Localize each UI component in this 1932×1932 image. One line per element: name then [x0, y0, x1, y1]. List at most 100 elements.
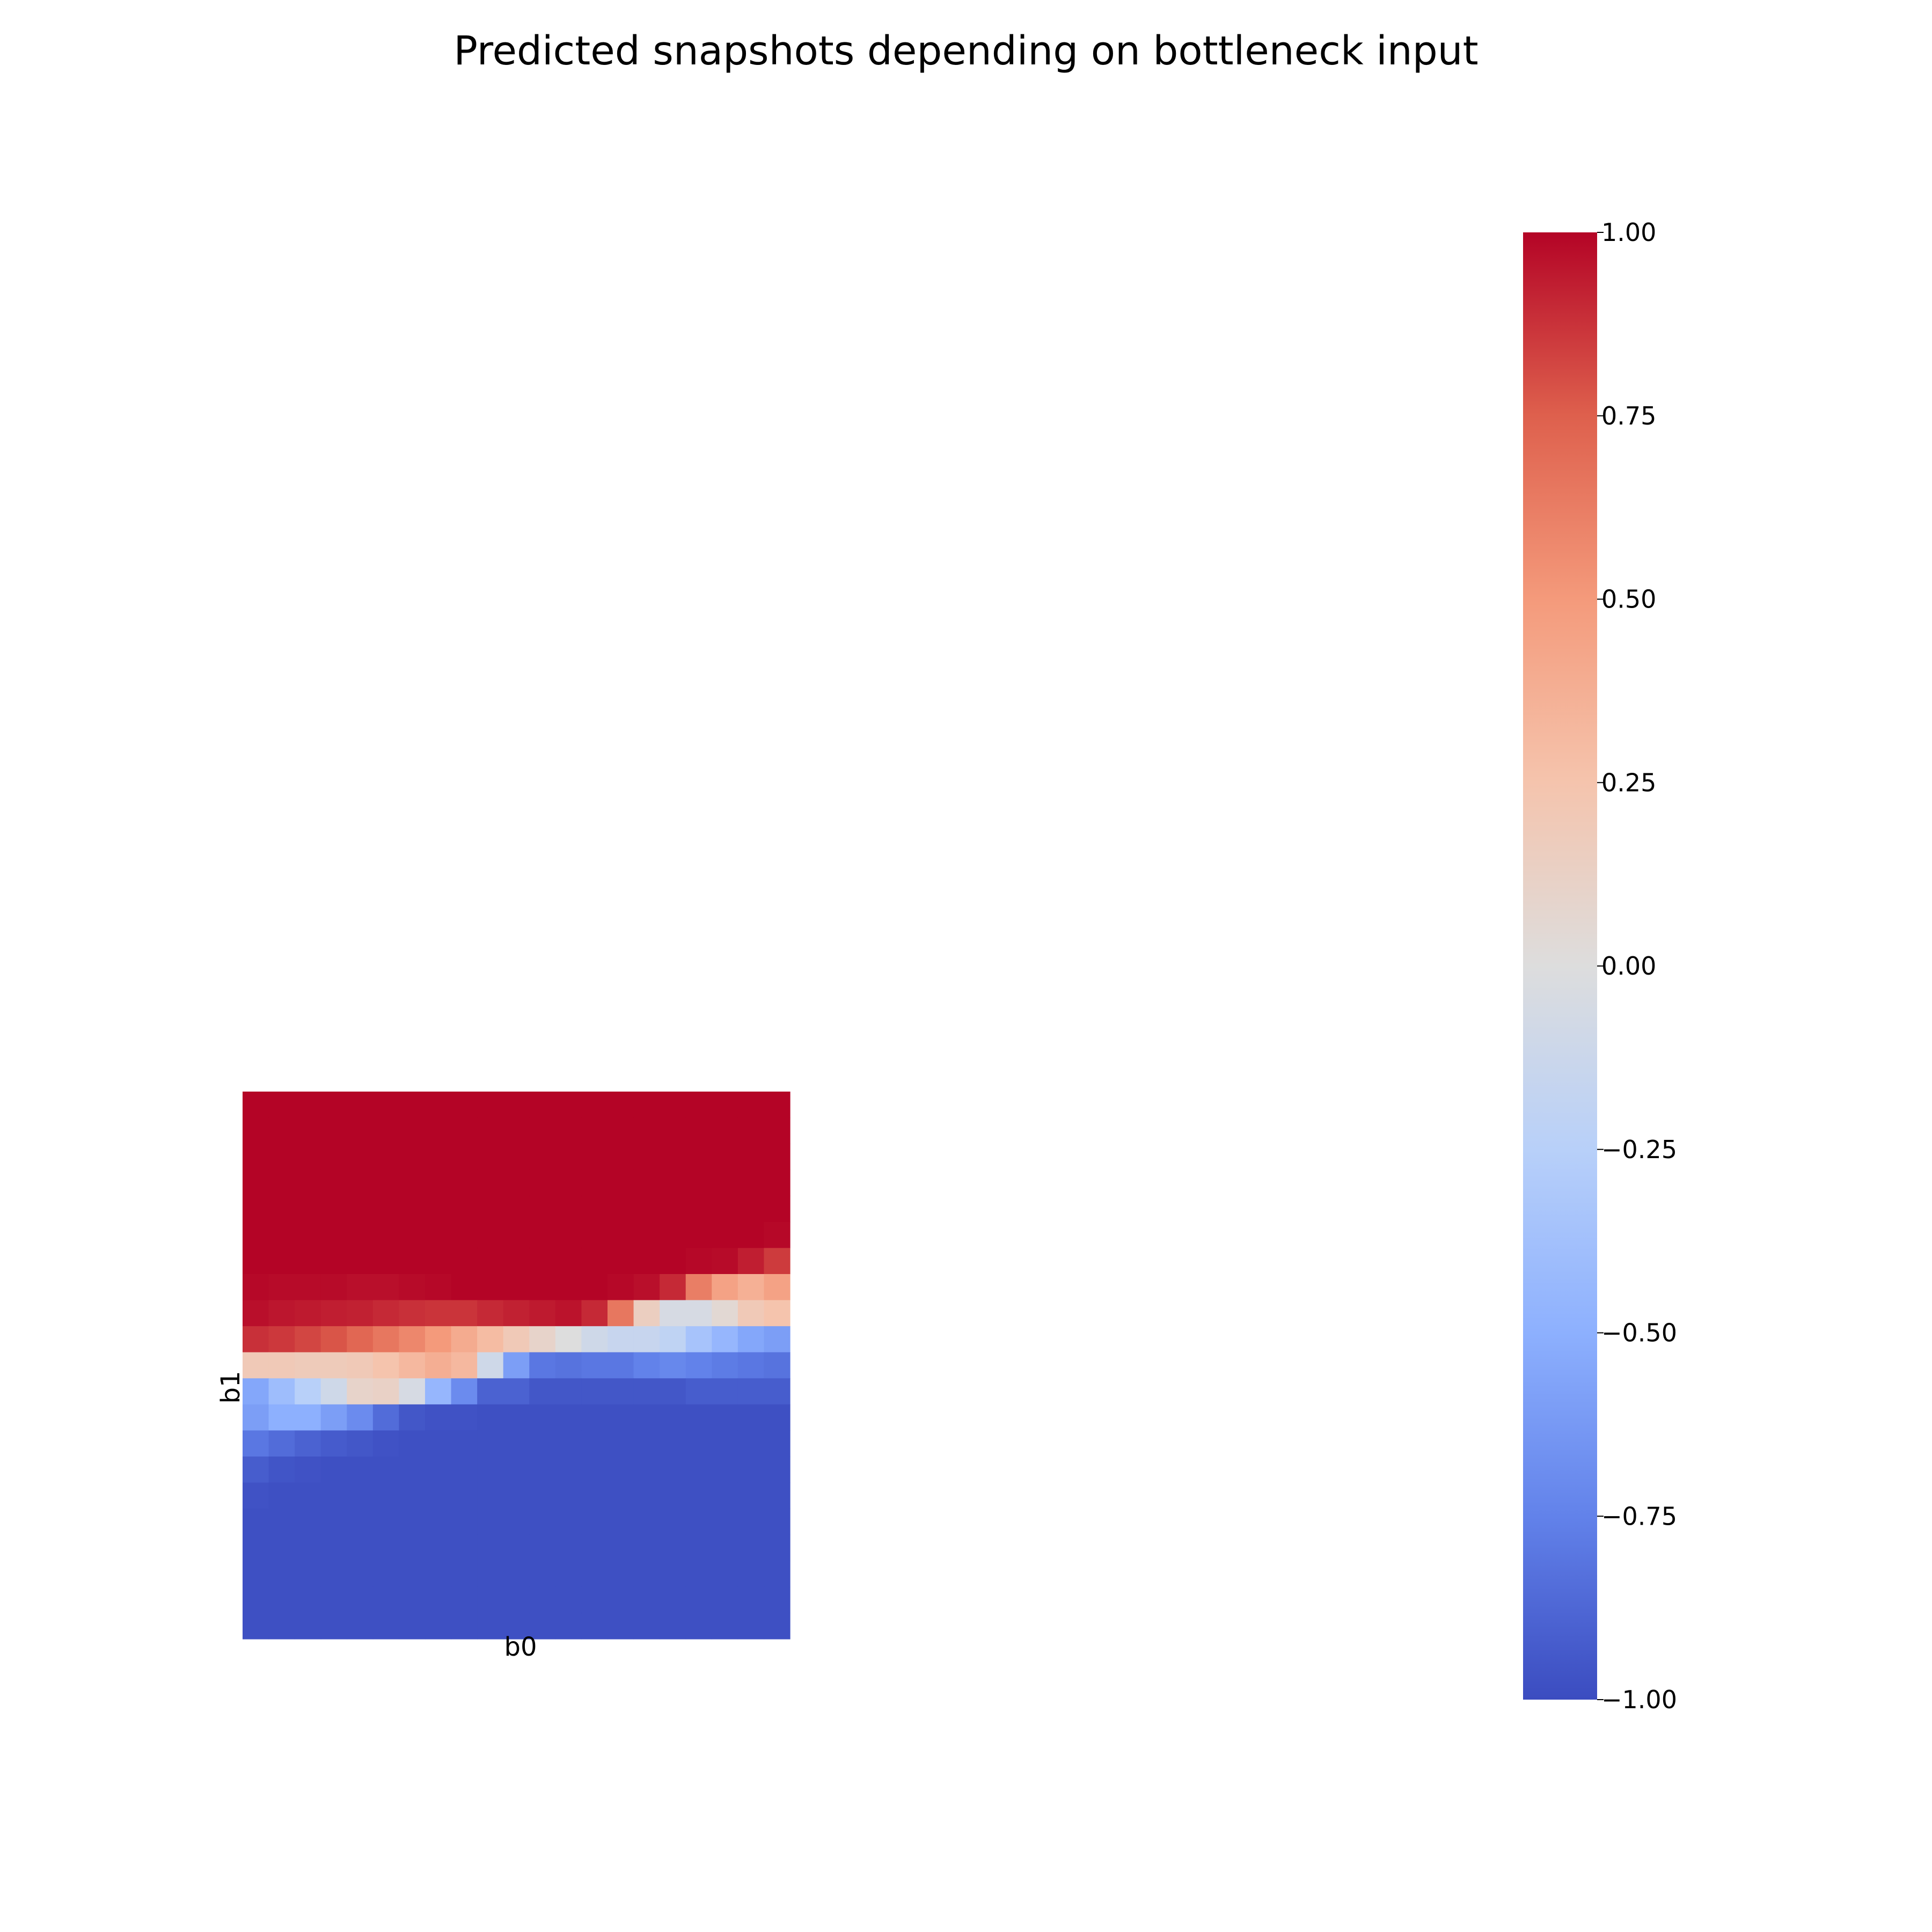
heatmap-cell: [503, 1274, 530, 1301]
heatmap-cell: [268, 1326, 295, 1353]
heatmap-cell: [477, 1430, 504, 1457]
heatmap-cell: [555, 1613, 582, 1640]
heatmap-cell: [503, 1430, 530, 1457]
heatmap-cell: [425, 1326, 452, 1353]
heatmap-cell: [320, 1248, 347, 1275]
heatmap-cell: [633, 1144, 660, 1170]
heatmap-cell: [685, 1274, 712, 1301]
heatmap-cell: [243, 1534, 269, 1561]
heatmap-cell: [477, 1300, 504, 1327]
heatmap-cell: [399, 1169, 426, 1196]
heatmap-cell: [372, 1300, 400, 1327]
heatmap-cell: [608, 1404, 634, 1431]
heatmap-cell: [685, 1169, 712, 1196]
heatmap-cell: [503, 1534, 530, 1561]
heatmap-cell: [555, 1378, 582, 1405]
heatmap-cell: [477, 1378, 504, 1405]
heatmap-cell: [425, 1248, 452, 1275]
heatmap-cell: [295, 1378, 321, 1405]
heatmap-cell: [320, 1352, 347, 1379]
heatmap-cell: [399, 1378, 426, 1405]
heatmap-cell: [764, 1534, 791, 1561]
heatmap-cell: [347, 1586, 374, 1614]
heatmap-cell: [295, 1509, 321, 1535]
heatmap-cell: [529, 1613, 556, 1640]
heatmap-cell: [243, 1300, 269, 1327]
heatmap-cell: [764, 1196, 791, 1223]
heatmap-cell: [608, 1326, 634, 1353]
heatmap-cell: [685, 1300, 712, 1327]
heatmap-cell: [451, 1196, 478, 1223]
heatmap-cell: [243, 1221, 269, 1249]
heatmap-cell: [320, 1221, 347, 1249]
heatmap-cell: [320, 1613, 347, 1640]
heatmap-cell: [451, 1144, 478, 1170]
heatmap-cell: [295, 1404, 321, 1431]
heatmap-cell: [372, 1144, 400, 1170]
heatmap-cell: [555, 1169, 582, 1196]
heatmap-cell: [737, 1169, 765, 1196]
heatmap-cell: [320, 1117, 347, 1144]
heatmap-cell: [295, 1352, 321, 1379]
heatmap-cell: [737, 1509, 765, 1535]
heatmap-cell: [503, 1352, 530, 1379]
heatmap-cell: [347, 1300, 374, 1327]
heatmap-cell: [737, 1613, 765, 1640]
heatmap-cell: [503, 1144, 530, 1170]
heatmap-cell: [529, 1378, 556, 1405]
heatmap-cell: [685, 1482, 712, 1509]
heatmap-cell: [764, 1144, 791, 1170]
heatmap-cell: [243, 1352, 269, 1379]
heatmap-cell: [764, 1509, 791, 1535]
heatmap-cell: [503, 1326, 530, 1353]
heatmap-cell: [477, 1326, 504, 1353]
heatmap-cell: [555, 1430, 582, 1457]
heatmap-cell: [608, 1561, 634, 1587]
heatmap-cell: [581, 1221, 608, 1249]
heatmap-cell: [633, 1586, 660, 1614]
heatmap-cell: [477, 1352, 504, 1379]
heatmap-cell: [477, 1534, 504, 1561]
heatmap-cell: [581, 1326, 608, 1353]
heatmap-cell: [451, 1457, 478, 1483]
heatmap-cell: [451, 1561, 478, 1587]
heatmap-cell: [451, 1300, 478, 1327]
heatmap-cell: [295, 1274, 321, 1301]
heatmap-cell: [295, 1221, 321, 1249]
heatmap-cell: [320, 1378, 347, 1405]
heatmap-cell: [243, 1430, 269, 1457]
x-axis-label: b0: [504, 1632, 537, 1662]
heatmap-cell: [529, 1509, 556, 1535]
heatmap-cell: [268, 1144, 295, 1170]
heatmap-cell: [660, 1561, 686, 1587]
heatmap-cell: [737, 1404, 765, 1431]
heatmap-cell: [712, 1586, 738, 1614]
heatmap-cell: [347, 1457, 374, 1483]
heatmap-cell: [633, 1326, 660, 1353]
heatmap-cell: [425, 1221, 452, 1249]
heatmap-cell: [555, 1561, 582, 1587]
heatmap-cell: [529, 1196, 556, 1223]
heatmap-cell: [477, 1144, 504, 1170]
heatmap-cell: [451, 1404, 478, 1431]
heatmap-cell: [295, 1092, 321, 1118]
heatmap-cell: [529, 1561, 556, 1587]
heatmap-cell: [608, 1144, 634, 1170]
heatmap-cell: [737, 1586, 765, 1614]
heatmap-cell: [555, 1482, 582, 1509]
heatmap-cell: [555, 1457, 582, 1483]
colorbar-gradient: [1523, 232, 1597, 1700]
heatmap-cell: [608, 1300, 634, 1327]
heatmap-cell: [503, 1482, 530, 1509]
heatmap-cell: [555, 1196, 582, 1223]
heatmap-cell: [399, 1430, 426, 1457]
heatmap-cell: [243, 1326, 269, 1353]
heatmap-cell: [737, 1300, 765, 1327]
heatmap-cell: [268, 1352, 295, 1379]
heatmap-cell: [555, 1300, 582, 1327]
heatmap-cell: [555, 1352, 582, 1379]
heatmap-cell: [529, 1092, 556, 1118]
heatmap-cell: [320, 1196, 347, 1223]
heatmap-cell: [633, 1404, 660, 1431]
heatmap-cell: [243, 1092, 269, 1118]
